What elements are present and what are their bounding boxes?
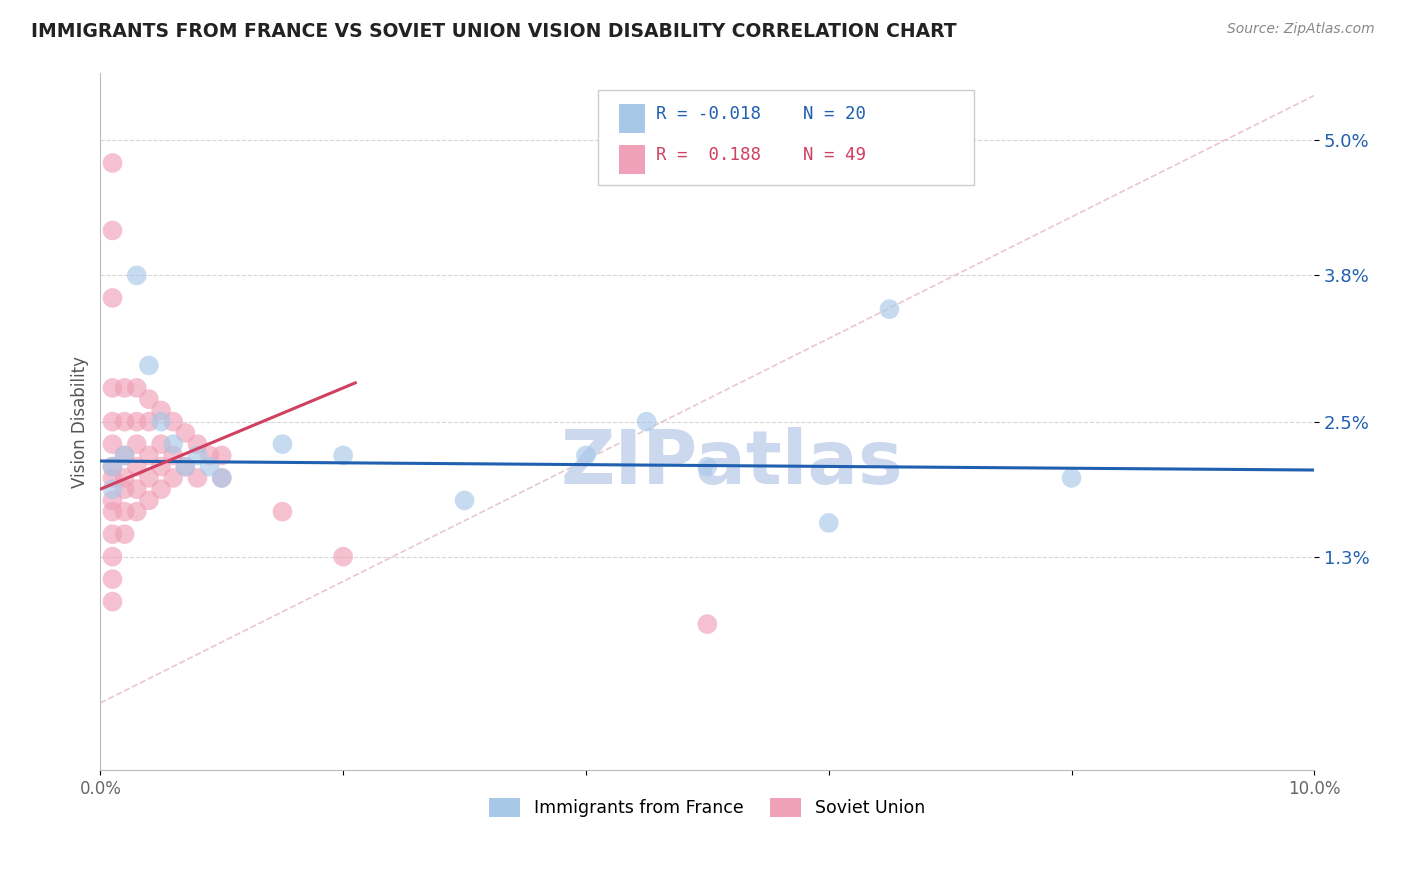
Point	[174, 459, 197, 474]
Point	[162, 471, 184, 485]
Point	[696, 617, 718, 632]
Point	[332, 449, 354, 463]
Point	[101, 156, 124, 170]
Point	[150, 437, 173, 451]
Point	[101, 437, 124, 451]
Text: R = -0.018    N = 20: R = -0.018 N = 20	[657, 105, 866, 123]
Point	[114, 482, 136, 496]
Point	[174, 459, 197, 474]
Point	[211, 471, 233, 485]
Point	[150, 403, 173, 417]
Point	[101, 505, 124, 519]
Point	[101, 549, 124, 564]
Point	[150, 482, 173, 496]
Point	[125, 482, 148, 496]
Bar	[619, 103, 645, 133]
Point	[114, 381, 136, 395]
Point	[114, 505, 136, 519]
Point	[125, 268, 148, 283]
Point	[696, 459, 718, 474]
Point	[186, 437, 208, 451]
Bar	[619, 145, 645, 174]
Point	[101, 493, 124, 508]
FancyBboxPatch shape	[598, 90, 974, 185]
Point	[101, 459, 124, 474]
Point	[1060, 471, 1083, 485]
Point	[198, 449, 221, 463]
Point	[114, 471, 136, 485]
Point	[162, 449, 184, 463]
Point	[101, 482, 124, 496]
Point	[125, 415, 148, 429]
Point	[211, 471, 233, 485]
Point	[162, 437, 184, 451]
Point	[114, 449, 136, 463]
Point	[162, 415, 184, 429]
Point	[125, 505, 148, 519]
Point	[575, 449, 598, 463]
Point	[150, 415, 173, 429]
Point	[125, 459, 148, 474]
Text: IMMIGRANTS FROM FRANCE VS SOVIET UNION VISION DISABILITY CORRELATION CHART: IMMIGRANTS FROM FRANCE VS SOVIET UNION V…	[31, 22, 956, 41]
Point	[138, 493, 160, 508]
Point	[174, 425, 197, 440]
Point	[150, 459, 173, 474]
Text: R =  0.188    N = 49: R = 0.188 N = 49	[657, 146, 866, 164]
Point	[125, 437, 148, 451]
Point	[453, 493, 475, 508]
Point	[101, 223, 124, 237]
Point	[271, 505, 294, 519]
Y-axis label: Vision Disability: Vision Disability	[72, 356, 89, 488]
Point	[114, 415, 136, 429]
Point	[101, 594, 124, 608]
Point	[271, 437, 294, 451]
Point	[186, 471, 208, 485]
Point	[101, 291, 124, 305]
Point	[101, 415, 124, 429]
Point	[211, 449, 233, 463]
Point	[114, 449, 136, 463]
Legend: Immigrants from France, Soviet Union: Immigrants from France, Soviet Union	[482, 791, 932, 824]
Point	[101, 381, 124, 395]
Point	[138, 359, 160, 373]
Point	[636, 415, 658, 429]
Point	[186, 449, 208, 463]
Point	[114, 527, 136, 541]
Point	[101, 572, 124, 586]
Point	[101, 471, 124, 485]
Point	[138, 415, 160, 429]
Point	[138, 392, 160, 406]
Text: ZIPatlas: ZIPatlas	[561, 427, 903, 500]
Point	[101, 527, 124, 541]
Point	[198, 459, 221, 474]
Text: Source: ZipAtlas.com: Source: ZipAtlas.com	[1227, 22, 1375, 37]
Point	[125, 381, 148, 395]
Point	[332, 549, 354, 564]
Point	[879, 302, 901, 317]
Point	[817, 516, 839, 530]
Point	[101, 459, 124, 474]
Point	[138, 449, 160, 463]
Point	[138, 471, 160, 485]
